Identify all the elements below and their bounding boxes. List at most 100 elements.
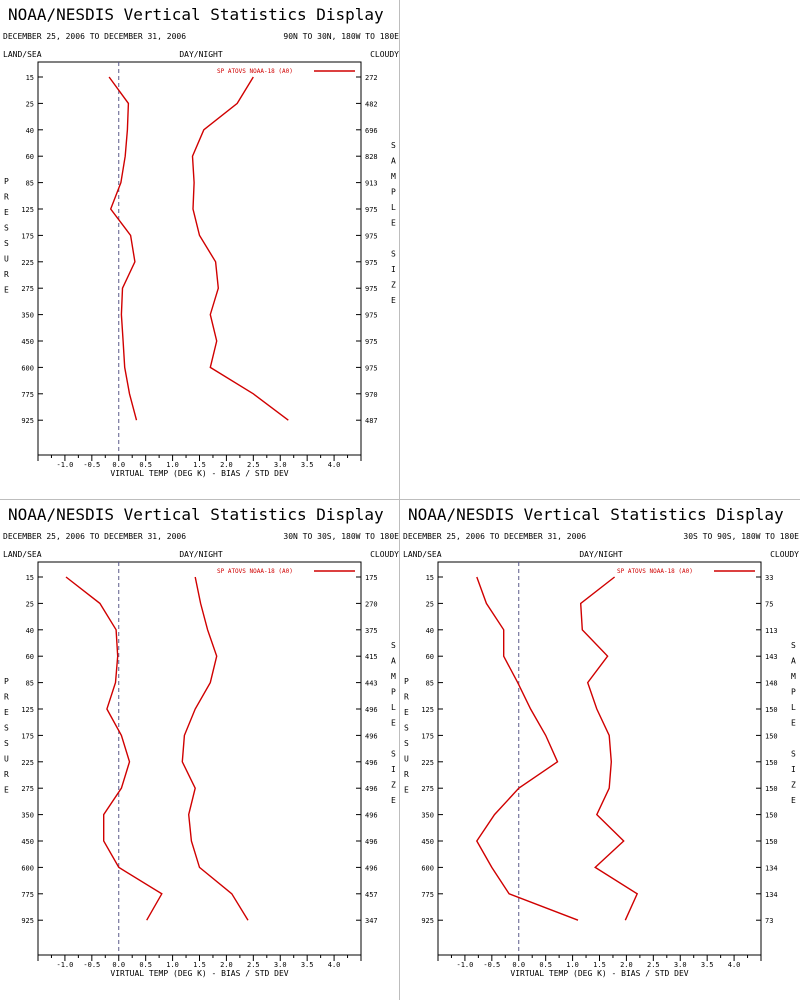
x-tick-label: -1.0	[56, 461, 73, 469]
sample-size-label: 975	[365, 338, 378, 346]
pressure-label: 25	[426, 600, 434, 608]
chart-title: NOAA/NESDIS Vertical Statistics Display	[408, 505, 784, 524]
panel-30s-90s: NOAA/NESDIS Vertical Statistics Display D…	[400, 500, 800, 1000]
sample-size-label: 150	[765, 785, 778, 793]
sample-size-label: 496	[365, 812, 378, 820]
pressure-axis-letter: P	[4, 177, 9, 186]
pressure-label: 450	[21, 838, 34, 846]
sample-size-label: 970	[365, 391, 378, 399]
pressure-label: 85	[426, 680, 434, 688]
pressure-axis-letter: P	[404, 677, 409, 686]
pressure-label: 225	[421, 759, 434, 767]
x-tick-label: 0.5	[139, 961, 152, 969]
sample-size-label: 150	[765, 838, 778, 846]
chart-svg: NOAA/NESDIS Vertical Statistics Display D…	[3, 505, 399, 978]
sample-size-label: 143	[765, 653, 778, 661]
sample-size-label: 150	[765, 759, 778, 767]
x-tick-label: -0.5	[83, 961, 100, 969]
x-tick-label: -1.0	[56, 961, 73, 969]
pressure-axis-letter: U	[4, 755, 9, 764]
x-tick-label: 2.5	[247, 961, 260, 969]
sample-size-axis-letter: E	[391, 796, 396, 805]
sample-size-axis-letter: P	[791, 688, 796, 697]
pressure-label: 40	[26, 127, 34, 135]
pressure-axis-letter: R	[4, 193, 9, 202]
pressure-label: 925	[21, 917, 34, 925]
pressure-label: 275	[21, 285, 34, 293]
x-tick-label: -0.5	[483, 961, 500, 969]
cloudy-label: CLOUDY	[770, 550, 799, 559]
pressure-label: 175	[421, 732, 434, 740]
sample-size-label: 73	[765, 917, 773, 925]
pressure-label: 125	[21, 206, 34, 214]
pressure-axis-letter: S	[4, 724, 9, 733]
pressure-label: 15	[26, 74, 34, 82]
sample-size-axis-letter: S	[391, 141, 396, 150]
x-tick-label: 2.0	[220, 961, 233, 969]
pressure-label: 175	[21, 232, 34, 240]
x-axis-label: VIRTUAL TEMP (DEG K) - BIAS / STD DEV	[510, 969, 688, 978]
sample-size-label: 496	[365, 785, 378, 793]
pressure-label: 40	[426, 627, 434, 635]
pressure-axis-letter: E	[4, 786, 9, 795]
x-axis-label: VIRTUAL TEMP (DEG K) - BIAS / STD DEV	[110, 469, 288, 478]
x-tick-label: 4.0	[328, 461, 341, 469]
pressure-axis-letter: P	[4, 677, 9, 686]
pressure-axis-letter: E	[404, 708, 409, 717]
pressure-label: 40	[26, 627, 34, 635]
day-night-label: DAY/NIGHT	[579, 550, 623, 559]
pressure-axis-letter: U	[404, 755, 409, 764]
pressure-label: 25	[26, 100, 34, 108]
sample-size-axis-letter: L	[391, 203, 396, 212]
pressure-label: 15	[426, 574, 434, 582]
x-tick-label: 0.0	[512, 961, 525, 969]
sample-size-label: 113	[765, 627, 778, 635]
pressure-label: 600	[21, 364, 34, 372]
pressure-label: 175	[21, 732, 34, 740]
pressure-label: 275	[421, 785, 434, 793]
series-line-std-dev	[579, 576, 639, 921]
x-tick-label: 3.0	[674, 961, 687, 969]
sample-size-label: 134	[765, 891, 778, 899]
pressure-label: 350	[21, 812, 34, 820]
pressure-axis-letter: S	[404, 739, 409, 748]
pressure-axis-letter: R	[4, 270, 9, 279]
sample-size-label: 496	[365, 864, 378, 872]
legend-label: SP ATOVS NOAA-18 (A0)	[617, 568, 693, 575]
x-tick-label: 3.0	[274, 461, 287, 469]
x-axis-label: VIRTUAL TEMP (DEG K) - BIAS / STD DEV	[110, 969, 288, 978]
pressure-axis-letter: S	[4, 739, 9, 748]
pressure-axis-letter: R	[4, 770, 9, 779]
sample-size-axis-letter: P	[391, 688, 396, 697]
pressure-label: 60	[426, 653, 434, 661]
x-tick-label: -0.5	[83, 461, 100, 469]
series-line-bias	[65, 576, 163, 921]
pressure-label: 85	[26, 680, 34, 688]
pressure-label: 60	[26, 153, 34, 161]
cloudy-label: CLOUDY	[370, 50, 399, 59]
sample-size-label: 496	[365, 838, 378, 846]
x-tick-label: 4.0	[728, 961, 741, 969]
pressure-axis-letter: E	[4, 208, 9, 217]
pressure-axis-letter: E	[404, 786, 409, 795]
sample-size-axis-letter: E	[791, 796, 796, 805]
plot-frame	[37, 561, 362, 956]
sample-size-label: 975	[365, 206, 378, 214]
x-tick-label: 1.0	[566, 961, 579, 969]
sample-size-label: 457	[365, 891, 378, 899]
x-tick-label: 3.5	[701, 961, 714, 969]
sample-size-label: 482	[365, 100, 378, 108]
sample-size-axis-letter: M	[791, 672, 796, 681]
sample-size-axis-letter: Z	[391, 281, 396, 290]
pressure-label: 925	[21, 417, 34, 425]
legend-label: SP ATOVS NOAA-18 (A0)	[217, 68, 293, 75]
x-tick-label: 0.0	[112, 961, 125, 969]
x-tick-label: 1.5	[193, 461, 206, 469]
sample-size-label: 487	[365, 417, 378, 425]
pressure-label: 60	[26, 653, 34, 661]
x-tick-label: 3.0	[274, 961, 287, 969]
legend-label: SP ATOVS NOAA-18 (A0)	[217, 568, 293, 575]
region-label: 90N TO 30N, 180W TO 180E	[283, 32, 399, 41]
land-sea-label: LAND/SEA	[403, 550, 442, 559]
x-tick-label: 2.0	[220, 461, 233, 469]
